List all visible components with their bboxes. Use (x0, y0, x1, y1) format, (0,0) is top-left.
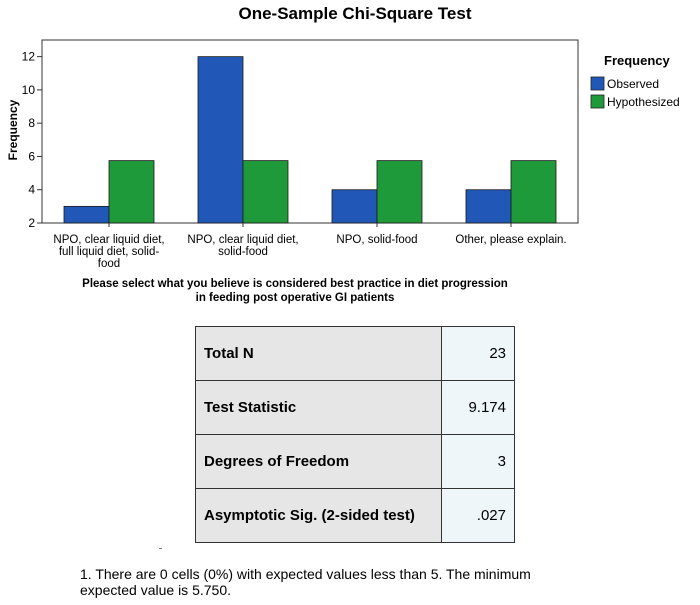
row-label-degrees-of-freedom: Degrees of Freedom (194, 434, 443, 489)
table-row: Asymptotic Sig. (2-sided test) .027 (194, 488, 515, 543)
chart: One-Sample Chi-Square Test 2 4 6 8 10 12 Freq… (6, 4, 680, 304)
row-value-total-n: 23 (441, 326, 515, 381)
row-label-total-n: Total N (194, 326, 443, 381)
y-tick-label: 4 (28, 183, 35, 197)
x-axis-label-line2: in feeding post operative GI patients (196, 292, 395, 304)
x-tick-label: NPO, clear liquid diet, full liquid diet,… (53, 234, 164, 270)
table-row: Test Statistic 9.174 (194, 380, 515, 435)
footnote: 1. There are 0 cells (0%) with expected … (80, 566, 640, 598)
bar-observed-3 (331, 189, 378, 224)
footnote-line-2: expected value is 5.750. (80, 582, 231, 598)
legend-swatch-hypothesized (590, 94, 605, 109)
bar-observed-4 (465, 189, 512, 224)
x-tick-label: NPO, clear liquid diet, solid-food (187, 234, 298, 258)
bar-hypothesized-1 (108, 160, 155, 224)
footnote-line-1: 1. There are 0 cells (0%) with expected … (80, 566, 531, 582)
row-value-test-statistic: 9.174 (441, 380, 515, 435)
legend-label-observed: Observed (607, 77, 659, 91)
x-tick-label: NPO, solid-food (336, 234, 417, 246)
y-tick-label: 2 (28, 216, 35, 230)
legend-title: Frequency (604, 53, 671, 68)
bar-hypothesized-3 (376, 160, 423, 224)
bars (63, 56, 557, 227)
plot-frame (41, 39, 579, 224)
legend-label-hypothesized: Hypothesized (607, 95, 680, 109)
row-value-degrees-of-freedom: 3 (441, 434, 515, 489)
y-axis: 2 4 6 8 10 12 (22, 50, 42, 230)
bar-observed-1 (63, 205, 110, 224)
y-tick-label: 8 (28, 116, 35, 130)
x-axis-label-line1: Please select what you believe is consid… (82, 278, 508, 290)
y-tick-label: 6 (28, 149, 35, 163)
y-axis-label: Frequency (6, 99, 20, 160)
row-value-asymptotic-sig: .027 (441, 488, 515, 543)
bar-observed-2 (197, 56, 244, 224)
row-label-test-statistic: Test Statistic (194, 380, 443, 435)
chart-title: One-Sample Chi-Square Test (238, 4, 471, 23)
chi-square-results-table: Total N 23 Test Statistic 9.174 Degrees … (194, 326, 515, 543)
y-tick-label: 10 (22, 83, 36, 97)
legend: Frequency Observed Hypothesized (590, 53, 680, 109)
legend-swatch-observed (590, 76, 605, 91)
x-tick-labels: NPO, clear liquid diet, full liquid diet,… (53, 234, 566, 270)
bar-hypothesized-2 (242, 160, 289, 224)
stray-mark (159, 548, 162, 549)
y-tick-label: 12 (22, 50, 36, 64)
row-label-asymptotic-sig: Asymptotic Sig. (2-sided test) (194, 488, 443, 543)
bar-hypothesized-4 (510, 160, 557, 224)
table-row: Degrees of Freedom 3 (194, 434, 515, 489)
table-row: Total N 23 (194, 326, 515, 381)
x-tick-label: Other, please explain. (455, 234, 566, 246)
